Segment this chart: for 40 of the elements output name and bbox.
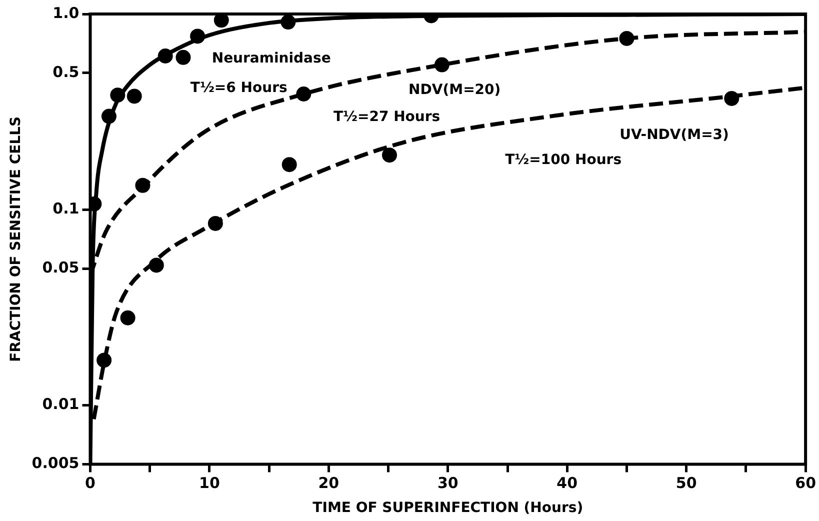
point	[280, 14, 296, 30]
annotation: T½=27 Hours	[333, 109, 440, 126]
point	[101, 108, 116, 124]
point	[208, 216, 223, 231]
point	[434, 57, 450, 72]
y-tick-label: 0.005	[32, 454, 80, 472]
y-tick-label: 1.0	[52, 4, 80, 22]
point	[120, 310, 136, 326]
y-tick-label: 0.5	[52, 62, 80, 81]
x-tick-label: 40	[556, 474, 578, 492]
point	[619, 30, 634, 46]
point	[176, 50, 191, 65]
y-tick-label: 0.05	[42, 258, 80, 276]
point	[126, 88, 142, 104]
annotation: UV-NDV(M=3)	[620, 127, 729, 144]
x-tick-label: 30	[437, 474, 458, 492]
point	[96, 352, 112, 368]
point	[282, 157, 297, 172]
x-tick-label: 0	[85, 474, 96, 492]
x-tick-label: 10	[199, 474, 220, 492]
point	[190, 28, 206, 44]
point	[135, 178, 150, 193]
y-tick-label: 0.1	[52, 200, 80, 218]
x-tick-label: 50	[676, 474, 697, 492]
point	[296, 86, 312, 102]
point	[158, 48, 173, 64]
point	[110, 88, 126, 103]
point	[214, 14, 229, 28]
x-tick-label: 60	[795, 474, 816, 492]
annotation: Neuraminidase	[212, 50, 331, 67]
annotation: T½=100 Hours	[505, 152, 622, 168]
x-tick-label: 20	[318, 474, 340, 492]
annotation: NDV(M=20)	[408, 82, 501, 98]
point	[148, 258, 164, 273]
point	[382, 148, 397, 163]
annotation: T½=6 Hours	[190, 80, 288, 96]
point	[724, 90, 740, 106]
x-axis-title: TIME OF SUPERINFECTION (Hours)	[312, 500, 584, 516]
y-axis-title: FRACTION OF SENSITIVE CELLS	[8, 116, 24, 362]
y-tick-label: 0.01	[42, 395, 80, 414]
